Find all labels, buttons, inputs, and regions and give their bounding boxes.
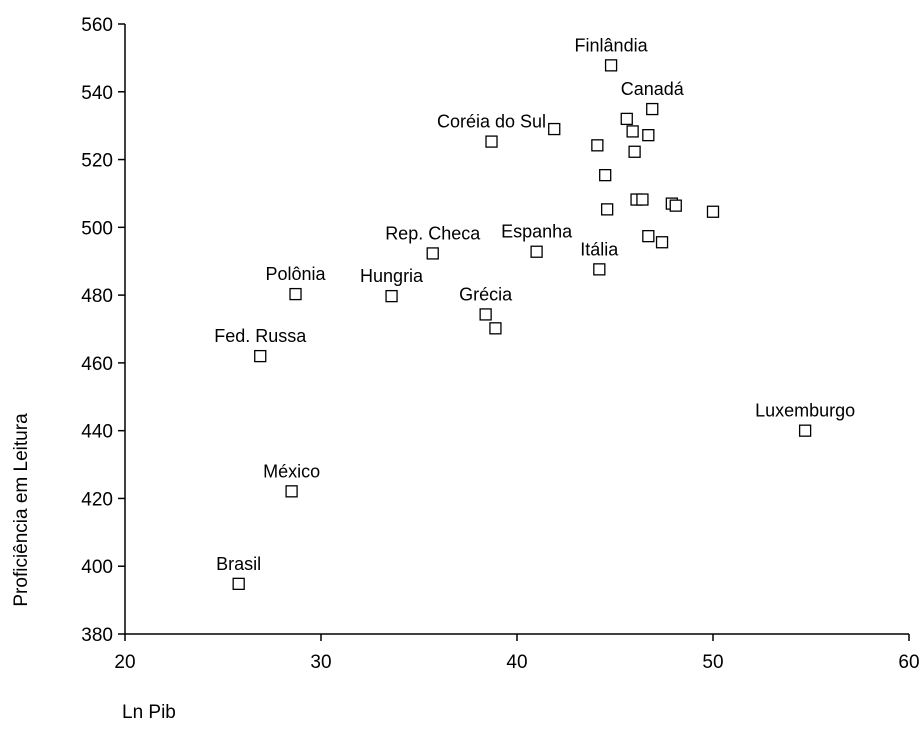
- point-label: Canadá: [621, 79, 685, 99]
- point-labels: Brasil México Fed. Russa Polônia Hungria Rep.…: [214, 35, 855, 574]
- y-tick-label: 400: [81, 557, 113, 578]
- point-label: Grécia: [459, 284, 513, 304]
- data-point: [626, 125, 639, 138]
- data-point: [232, 577, 245, 590]
- axes: 380 400 420 440 460 480 500 520 540 560 20 30 40 50 60: [81, 15, 919, 673]
- data-point: [485, 135, 498, 148]
- x-tick-label: 50: [702, 652, 723, 673]
- point-label: Fed. Russa: [214, 326, 307, 346]
- data-point: [642, 229, 655, 243]
- x-axis-title: Ln Pib: [122, 702, 176, 723]
- data-point: [530, 245, 543, 258]
- data-points: [232, 59, 812, 590]
- data-point: [593, 263, 606, 276]
- data-point: [655, 236, 669, 249]
- y-tick-label: 540: [81, 83, 113, 104]
- data-point: [636, 193, 649, 206]
- point-label: Polônia: [265, 264, 326, 284]
- y-tick-label: 560: [81, 15, 113, 36]
- data-point: [289, 287, 302, 301]
- y-tick-label: 520: [81, 151, 113, 172]
- data-point: [285, 485, 298, 498]
- data-point: [489, 322, 502, 335]
- point-label: Espanha: [501, 222, 573, 242]
- data-point: [798, 424, 812, 437]
- y-tick-label: 380: [81, 625, 113, 646]
- point-label: Itália: [580, 239, 619, 259]
- data-point: [604, 59, 618, 72]
- data-point: [620, 112, 633, 126]
- y-tick-label: 460: [81, 354, 113, 375]
- point-label: Luxemburgo: [755, 401, 855, 421]
- x-tick-label: 20: [114, 652, 135, 673]
- data-point: [254, 349, 267, 363]
- point-label: Coréia do Sul: [437, 112, 546, 132]
- data-point: [385, 289, 398, 303]
- data-point: [646, 102, 659, 116]
- x-tick-label: 30: [310, 652, 331, 673]
- data-point: [599, 168, 612, 182]
- y-tick-label: 480: [81, 286, 113, 307]
- point-label: Rep. Checa: [385, 223, 481, 243]
- x-tick-label: 60: [898, 652, 919, 673]
- point-label: Brasil: [216, 554, 261, 574]
- y-axis-title: Proficiência em Leitura: [11, 413, 32, 607]
- x-tick-label: 40: [506, 652, 527, 673]
- data-point: [426, 247, 439, 260]
- y-tick-label: 440: [81, 422, 113, 443]
- point-label: Hungria: [360, 266, 424, 286]
- point-label: México: [263, 461, 320, 481]
- data-point: [706, 205, 720, 218]
- data-point: [601, 203, 614, 216]
- data-point: [479, 308, 492, 321]
- y-tick-label: 420: [81, 489, 113, 510]
- data-point: [669, 199, 682, 212]
- data-point: [591, 139, 604, 152]
- data-point: [628, 145, 641, 158]
- y-tick-label: 500: [81, 218, 113, 239]
- point-label: Finlândia: [575, 35, 649, 55]
- data-point: [642, 129, 655, 142]
- data-point: [548, 122, 561, 136]
